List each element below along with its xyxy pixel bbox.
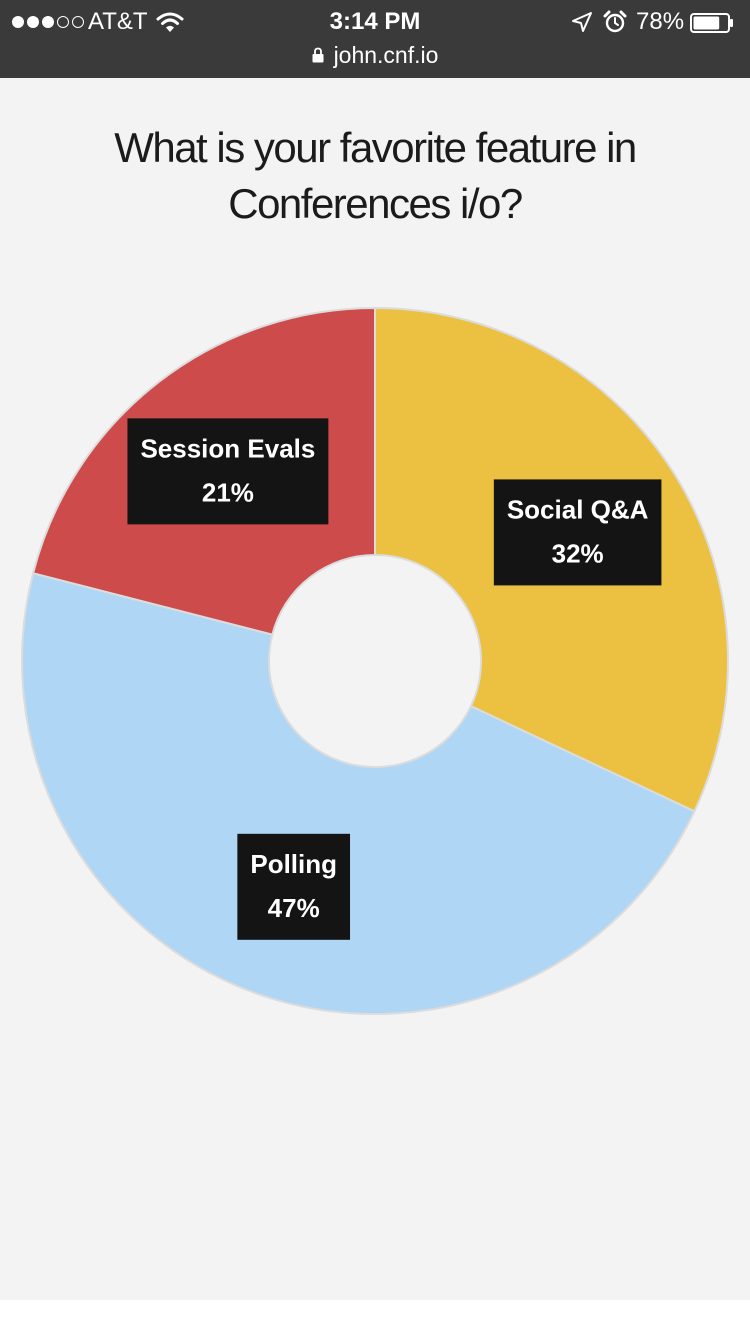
signal-dots-icon (12, 14, 84, 30)
slice-label-box (127, 418, 329, 525)
lock-icon (312, 47, 324, 63)
slice-label-name: Polling (250, 849, 337, 879)
url-text: john.cnf.io (333, 42, 439, 68)
signal-dot (27, 16, 39, 28)
signal-dot (72, 16, 84, 28)
slice-label-box (237, 833, 351, 940)
location-arrow-icon (572, 12, 592, 32)
signal-dot (12, 16, 24, 28)
alarm-clock-icon (603, 10, 627, 33)
carrier-name: AT&T (88, 8, 148, 35)
poll-results-page: What is your favorite feature in Confere… (0, 78, 750, 1300)
slice-label-box (493, 479, 662, 586)
status-row: AT&T 3:14 PM 78% (0, 4, 750, 40)
battery-percent: 78% (636, 8, 685, 35)
address-bar[interactable]: john.cnf.io (0, 40, 750, 70)
status-bar: AT&T 3:14 PM 78% john.cnf.io (0, 0, 750, 78)
slice-label: Polling 47% (237, 833, 351, 940)
slice-label-value: 21% (202, 477, 254, 507)
slice-label: Social Q&A 32% (493, 479, 662, 586)
slice-label-name: Session Evals (140, 433, 315, 463)
wifi-icon (156, 12, 184, 32)
slice-polling (21, 571, 696, 1015)
signal-dot (42, 16, 54, 28)
status-time: 3:14 PM (329, 8, 421, 35)
donut-chart: Social Q&A 32% Polling 47% Session Evals 21% (21, 306, 729, 1015)
slice-label-value: 47% (268, 893, 320, 923)
poll-question: What is your favorite feature in Confere… (114, 124, 637, 227)
slice-label-value: 32% (552, 538, 604, 568)
slice-label: Session Evals 21% (127, 418, 329, 525)
slice-label-name: Social Q&A (507, 494, 649, 524)
signal-dot (57, 16, 69, 28)
battery-icon (690, 13, 733, 33)
